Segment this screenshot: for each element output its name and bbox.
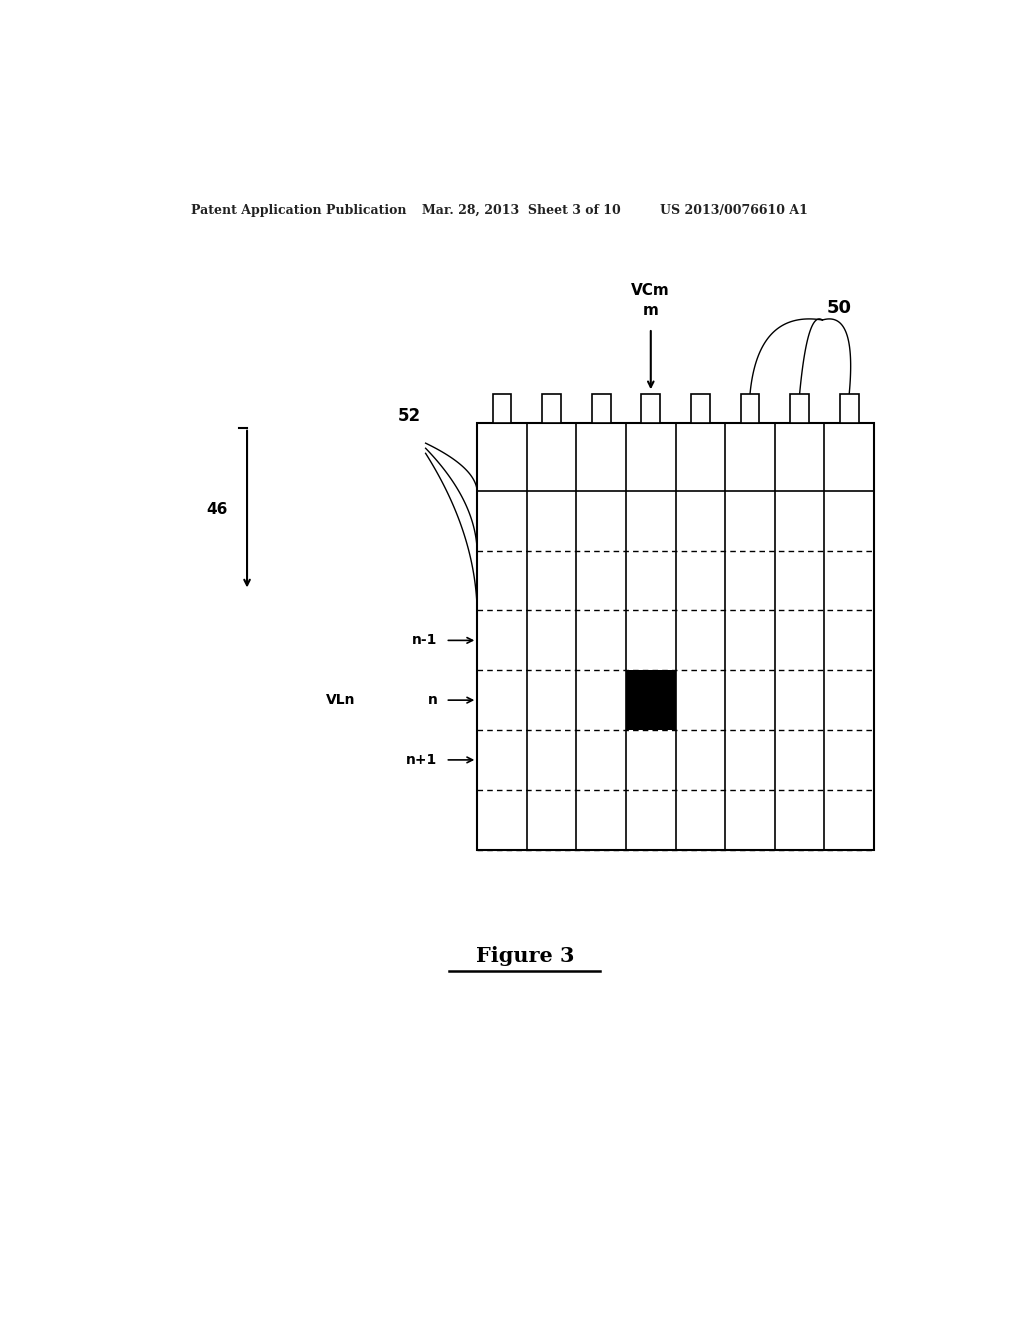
Text: n-1: n-1 — [412, 634, 437, 647]
Text: 50: 50 — [826, 298, 851, 317]
Bar — [740, 395, 760, 422]
Bar — [691, 395, 710, 422]
Text: Patent Application Publication: Patent Application Publication — [191, 205, 407, 216]
Text: n: n — [428, 693, 437, 708]
Text: 46: 46 — [206, 502, 227, 516]
Bar — [626, 671, 676, 730]
Bar — [477, 422, 873, 850]
Text: n+1: n+1 — [407, 752, 437, 767]
Bar — [592, 395, 610, 422]
Text: 52: 52 — [398, 407, 421, 425]
Bar — [840, 395, 858, 422]
Text: US 2013/0076610 A1: US 2013/0076610 A1 — [659, 205, 808, 216]
Bar — [641, 395, 660, 422]
Text: Mar. 28, 2013  Sheet 3 of 10: Mar. 28, 2013 Sheet 3 of 10 — [422, 205, 621, 216]
Bar — [791, 395, 809, 422]
Text: VLn: VLn — [327, 693, 356, 708]
Text: m: m — [643, 304, 658, 318]
Text: Figure 3: Figure 3 — [475, 946, 574, 966]
Text: VCm: VCm — [632, 282, 670, 297]
Bar — [542, 395, 561, 422]
Bar — [493, 395, 511, 422]
